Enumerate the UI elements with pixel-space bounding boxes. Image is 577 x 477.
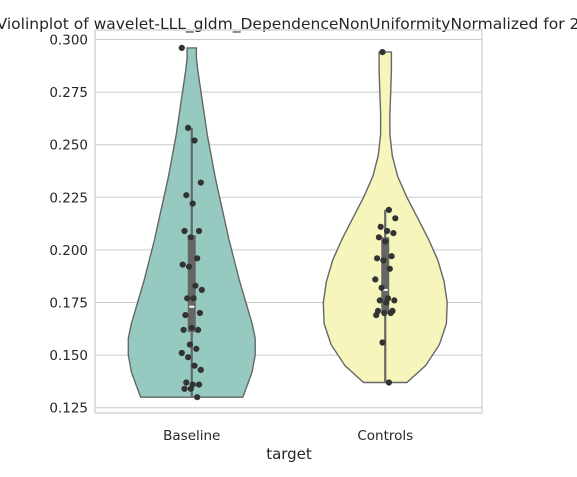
strip-points xyxy=(178,44,399,401)
y-tick-label: 0.125 xyxy=(49,401,88,417)
data-point xyxy=(374,255,381,262)
data-point xyxy=(197,179,204,186)
data-point xyxy=(385,206,392,213)
data-point xyxy=(191,137,198,144)
x-tick-label: Baseline xyxy=(163,428,220,444)
data-point xyxy=(181,385,188,392)
data-point xyxy=(392,215,399,222)
data-point xyxy=(194,255,201,262)
data-point xyxy=(387,309,394,317)
median-marker xyxy=(189,305,195,308)
data-point xyxy=(195,227,203,235)
data-point xyxy=(376,297,383,304)
y-tick-labels: 0.125 0.150 0.175 0.200 0.225 0.250 0.275 0.300 xyxy=(49,32,88,416)
data-point xyxy=(382,238,389,245)
data-point xyxy=(384,227,391,235)
data-point xyxy=(388,253,395,260)
data-point xyxy=(375,234,382,241)
data-point xyxy=(178,349,185,357)
data-point xyxy=(380,257,387,264)
data-point xyxy=(193,345,200,352)
data-point xyxy=(181,227,188,235)
data-point xyxy=(187,234,194,241)
y-tick-label: 0.250 xyxy=(49,138,88,154)
data-point xyxy=(178,44,185,52)
data-point xyxy=(188,324,195,331)
data-point xyxy=(379,49,386,56)
data-point xyxy=(196,309,203,317)
data-point xyxy=(190,295,197,302)
chart-title: Violinplot of wavelet-LLL_gldm_Dependenc… xyxy=(0,15,577,34)
y-tick-label: 0.300 xyxy=(49,32,88,48)
data-point xyxy=(391,297,398,304)
y-tick-label: 0.150 xyxy=(49,348,88,364)
data-point xyxy=(197,366,204,373)
median-marker xyxy=(382,288,388,291)
data-point xyxy=(385,379,392,386)
data-point xyxy=(386,265,393,272)
data-point xyxy=(383,299,390,306)
iqr-box xyxy=(187,235,196,332)
data-point xyxy=(185,124,192,131)
data-point xyxy=(187,385,194,392)
data-point xyxy=(390,230,397,237)
y-tick-label: 0.225 xyxy=(49,190,88,206)
data-point xyxy=(195,326,202,333)
violins xyxy=(127,47,448,398)
y-tick-label: 0.275 xyxy=(49,85,88,101)
data-point xyxy=(191,362,198,369)
data-point xyxy=(186,341,193,348)
data-point xyxy=(377,223,384,230)
data-point xyxy=(381,309,388,317)
data-point xyxy=(182,312,189,319)
y-tick-label: 0.200 xyxy=(49,243,88,259)
data-point xyxy=(180,326,187,333)
y-tick-label: 0.175 xyxy=(49,296,88,312)
data-point xyxy=(372,276,379,283)
data-point xyxy=(184,295,191,302)
data-point xyxy=(185,263,193,270)
data-point xyxy=(192,282,199,289)
data-point xyxy=(185,354,192,361)
data-point xyxy=(194,394,201,401)
data-point xyxy=(198,286,205,293)
x-tick-label: Controls xyxy=(357,428,413,444)
data-point xyxy=(183,192,190,199)
data-point xyxy=(189,200,196,207)
data-point xyxy=(379,339,386,346)
data-point xyxy=(373,312,380,319)
x-axis-label: target xyxy=(266,445,312,463)
plot-frame xyxy=(94,29,483,414)
x-tick-labels: Baseline Controls xyxy=(163,428,413,444)
data-point xyxy=(179,261,186,268)
iqr-box xyxy=(381,237,390,314)
data-point xyxy=(195,381,203,388)
data-point xyxy=(378,284,385,291)
data-point xyxy=(183,379,190,386)
